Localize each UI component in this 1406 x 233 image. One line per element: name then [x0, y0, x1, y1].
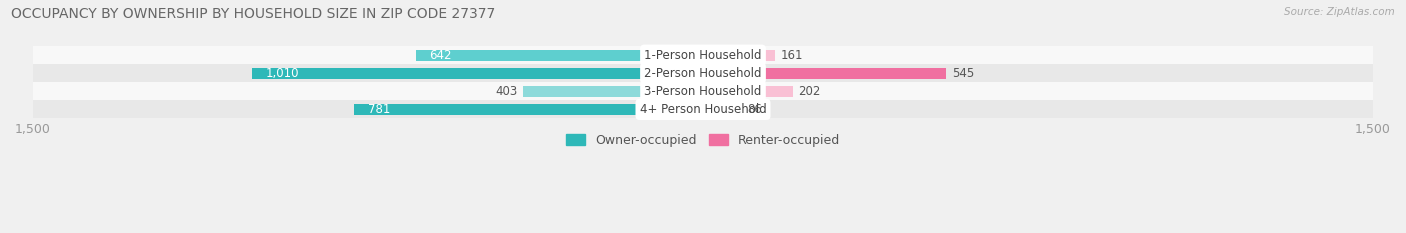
Text: 2-Person Household: 2-Person Household [644, 67, 762, 80]
Bar [703, 68, 946, 79]
Text: 86: 86 [747, 103, 762, 116]
Text: 642: 642 [430, 49, 453, 62]
Bar [703, 50, 775, 61]
Text: 781: 781 [367, 103, 389, 116]
Bar [703, 86, 793, 97]
Bar [32, 46, 1374, 64]
Text: 202: 202 [799, 85, 821, 98]
Text: 161: 161 [780, 49, 803, 62]
Text: 4+ Person Household: 4+ Person Household [640, 103, 766, 116]
Bar [32, 100, 1374, 118]
Bar [252, 68, 703, 79]
Bar [32, 82, 1374, 100]
Bar [416, 50, 703, 61]
Bar [32, 64, 1374, 82]
Text: 3-Person Household: 3-Person Household [644, 85, 762, 98]
Text: Source: ZipAtlas.com: Source: ZipAtlas.com [1284, 7, 1395, 17]
Bar [523, 86, 703, 97]
Text: 1-Person Household: 1-Person Household [644, 49, 762, 62]
Text: 545: 545 [952, 67, 974, 80]
Bar [703, 104, 741, 115]
Text: OCCUPANCY BY OWNERSHIP BY HOUSEHOLD SIZE IN ZIP CODE 27377: OCCUPANCY BY OWNERSHIP BY HOUSEHOLD SIZE… [11, 7, 495, 21]
Bar [354, 104, 703, 115]
Text: 1,010: 1,010 [266, 67, 298, 80]
Text: 403: 403 [495, 85, 517, 98]
Legend: Owner-occupied, Renter-occupied: Owner-occupied, Renter-occupied [561, 129, 845, 151]
